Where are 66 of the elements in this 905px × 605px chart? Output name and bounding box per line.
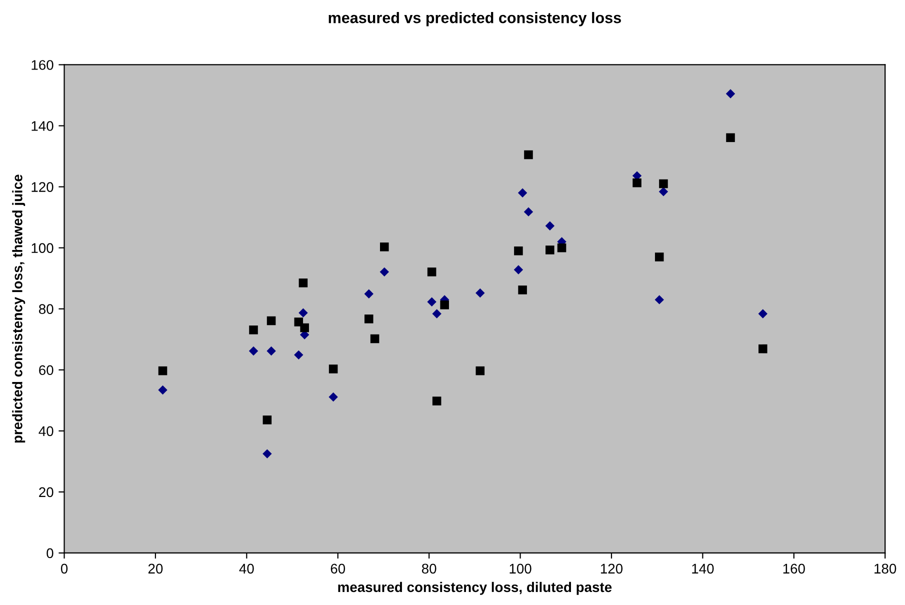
point: [298, 278, 308, 288]
point: [266, 346, 276, 356]
x-tick-label: 140: [692, 564, 714, 574]
point: [726, 133, 735, 142]
point: [328, 392, 338, 402]
point: [514, 246, 523, 256]
point: [632, 178, 642, 188]
x-tick-label: 0: [60, 564, 68, 574]
point: [294, 350, 304, 360]
point: [364, 314, 374, 324]
point: [158, 385, 168, 395]
point: [658, 187, 668, 196]
x-tick-label: 120: [600, 564, 623, 574]
point: [427, 268, 436, 276]
point: [518, 188, 528, 198]
chart-title: measured vs predicted consistency loss: [328, 12, 621, 26]
y-tick-label: 140: [32, 121, 54, 131]
point: [248, 346, 258, 356]
point: [158, 366, 168, 376]
point: [654, 252, 664, 262]
x-tick-label: 100: [510, 564, 532, 574]
point: [370, 334, 380, 344]
point: [758, 309, 768, 318]
point: [262, 449, 272, 458]
point: [659, 179, 668, 188]
point: [758, 344, 768, 354]
point: [476, 366, 485, 376]
point: [266, 316, 276, 326]
x-tick-label: 40: [239, 564, 254, 574]
x-axis-title: measured consistency loss, diluted paste: [338, 582, 612, 595]
point: [380, 267, 389, 277]
y-tick-label: 100: [32, 243, 54, 253]
point: [545, 221, 555, 230]
point: [654, 295, 664, 304]
x-tick-label: 80: [422, 564, 436, 574]
y-axis-title: predicted consistency loss, thawed juice: [12, 174, 26, 443]
point: [298, 308, 308, 318]
point: [514, 265, 524, 274]
point: [546, 246, 554, 254]
point: [328, 364, 338, 374]
y-tick-label: 160: [32, 60, 54, 70]
point: [432, 309, 442, 318]
point: [364, 289, 374, 299]
point: [726, 89, 736, 98]
x-tick-label: 60: [330, 564, 346, 574]
point: [432, 396, 442, 406]
point: [524, 207, 534, 216]
point: [518, 286, 527, 294]
x-tick-label: 160: [783, 564, 805, 574]
y-tick-label: 0: [46, 548, 54, 558]
point: [557, 243, 566, 252]
point: [427, 297, 436, 306]
x-tick-label: 20: [148, 564, 163, 574]
y-tick-label: 80: [38, 304, 54, 314]
y-tick-label: 20: [39, 487, 54, 498]
y-tick-label: 40: [38, 426, 54, 436]
y-tick-label: 60: [39, 365, 54, 376]
point: [476, 288, 485, 298]
point: [262, 416, 272, 424]
point: [440, 300, 449, 310]
x-tick-label: 180: [874, 564, 896, 574]
y-tick-label: 120: [32, 182, 54, 192]
point: [300, 323, 309, 332]
point: [249, 326, 258, 334]
point: [380, 242, 389, 252]
point: [524, 150, 533, 160]
